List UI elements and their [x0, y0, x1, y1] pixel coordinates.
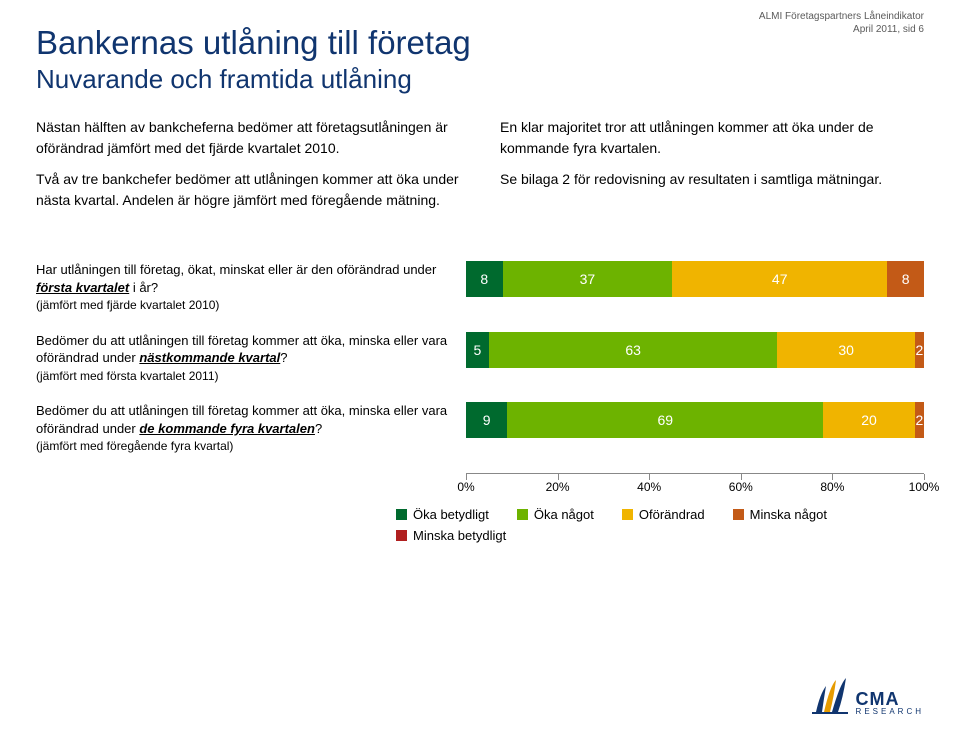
column-left: Nästan hälften av bankcheferna bedömer a… — [36, 117, 460, 221]
chart-bar-segment: 8 — [887, 261, 924, 297]
chart-bar-segment: 30 — [777, 332, 914, 368]
chart-row-label: Bedömer du att utlåningen till företag k… — [36, 402, 466, 455]
cma-logo-icon — [810, 676, 850, 716]
chart-bar-segment: 20 — [823, 402, 915, 438]
chart-bar-segment: 2 — [915, 332, 924, 368]
chart-bar-segment: 2 — [915, 402, 924, 438]
header-note-line1: ALMI Företagspartners Låneindikator — [759, 10, 924, 23]
axis-tick-label: 60% — [729, 480, 753, 494]
chart-row: Har utlåningen till företag, ökat, minsk… — [36, 261, 924, 314]
logo-cma: CMA — [856, 690, 924, 708]
axis-tick-label: 100% — [909, 480, 940, 494]
cma-logo: CMA RESEARCH — [810, 676, 924, 716]
chart-bar-segment: 69 — [507, 402, 823, 438]
legend-item: Minska betydligt — [396, 528, 506, 543]
chart-bar-segment: 63 — [489, 332, 778, 368]
header-note-line2: April 2011, sid 6 — [759, 23, 924, 36]
chart-row: Bedömer du att utlåningen till företag k… — [36, 402, 924, 455]
axis-tick-label: 40% — [637, 480, 661, 494]
chart-legend-row: Öka betydligt Öka något Oförändrad Minska n… — [36, 507, 924, 543]
left-paragraph-2: Två av tre bankchefer bedömer att utlåni… — [36, 169, 460, 211]
chart-bar: 969202 — [466, 402, 924, 438]
legend-item: Oförändrad — [622, 507, 705, 522]
legend-swatch — [517, 509, 528, 520]
chart-bar: 837478 — [466, 261, 924, 297]
legend-item: Öka något — [517, 507, 594, 522]
column-right: En klar majoritet tror att utlåningen ko… — [500, 117, 924, 221]
logo-research: RESEARCH — [856, 708, 924, 716]
chart-bar-segment: 5 — [466, 332, 489, 368]
header-note: ALMI Företagspartners Låneindikator Apri… — [759, 10, 924, 36]
legend-label: Minska betydligt — [413, 528, 506, 543]
stacked-bar-chart: Har utlåningen till företag, ökat, minsk… — [36, 261, 924, 455]
chart-bar: 563302 — [466, 332, 924, 368]
legend-swatch — [622, 509, 633, 520]
legend-swatch — [733, 509, 744, 520]
left-paragraph-1: Nästan hälften av bankcheferna bedömer a… — [36, 117, 460, 159]
legend-item: Öka betydligt — [396, 507, 489, 522]
chart-bar-segment: 8 — [466, 261, 503, 297]
legend-label: Öka betydligt — [413, 507, 489, 522]
axis-tick-label: 20% — [546, 480, 570, 494]
legend-item: Minska något — [733, 507, 827, 522]
axis-tick-label: 0% — [457, 480, 474, 494]
chart-row: Bedömer du att utlåningen till företag k… — [36, 332, 924, 385]
axis-tick-label: 80% — [820, 480, 844, 494]
right-paragraph-1: En klar majoritet tror att utlåningen ko… — [500, 117, 924, 159]
body-columns: Nästan hälften av bankcheferna bedömer a… — [36, 117, 924, 221]
legend-swatch — [396, 509, 407, 520]
chart-row-label: Har utlåningen till företag, ökat, minsk… — [36, 261, 466, 314]
legend-swatch — [396, 530, 407, 541]
chart-x-axis: 0%20%40%60%80%100% — [466, 473, 924, 495]
chart-axis-row: 0%20%40%60%80%100% — [36, 473, 924, 495]
right-paragraph-2: Se bilaga 2 för redovisning av resultate… — [500, 169, 924, 190]
chart-row-label: Bedömer du att utlåningen till företag k… — [36, 332, 466, 385]
chart-bar-segment: 9 — [466, 402, 507, 438]
legend-label: Oförändrad — [639, 507, 705, 522]
chart-legend: Öka betydligt Öka något Oförändrad Minska n… — [396, 507, 924, 543]
legend-label: Minska något — [750, 507, 827, 522]
chart-bar-segment: 47 — [672, 261, 887, 297]
legend-label: Öka något — [534, 507, 594, 522]
page-subtitle: Nuvarande och framtida utlåning — [36, 64, 924, 95]
chart-bar-segment: 37 — [503, 261, 672, 297]
cma-logo-text: CMA RESEARCH — [856, 690, 924, 716]
